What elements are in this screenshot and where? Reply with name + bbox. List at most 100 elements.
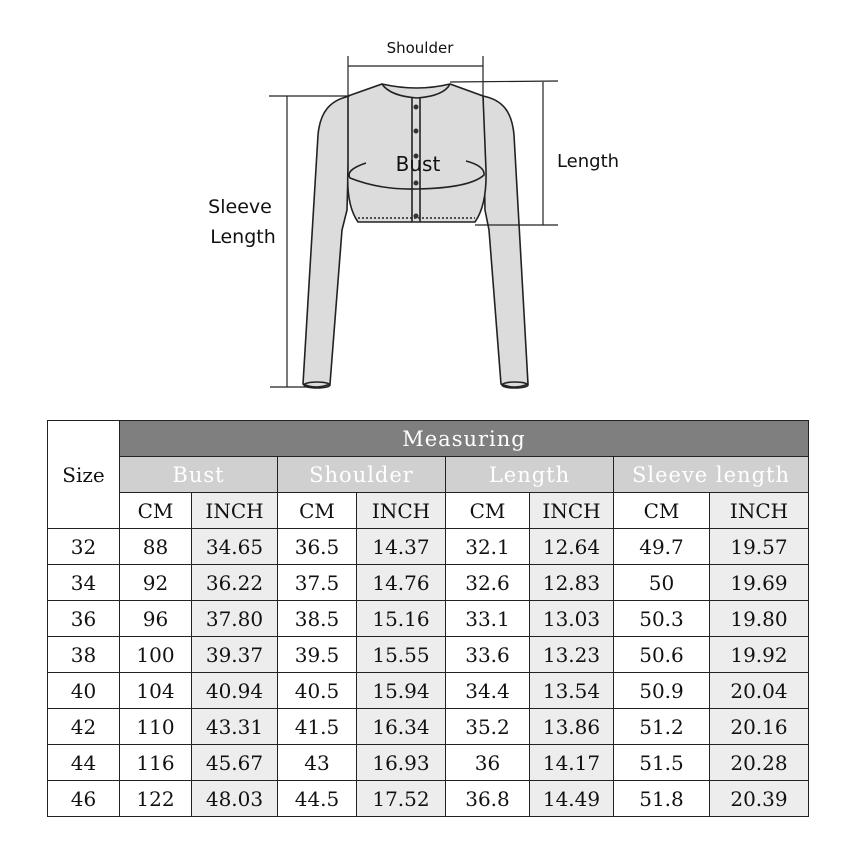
measurement-cell: 34.65 — [191, 528, 278, 565]
measurement-cell: 19.80 — [709, 600, 809, 637]
measurement-cell: 13.54 — [529, 672, 614, 709]
table-row: 32 88 34.65 36.5 14.37 32.1 12.64 49.7 19.57 — [47, 528, 809, 565]
measurement-cell: 40.5 — [277, 672, 357, 709]
title-row: Size Measuring — [47, 420, 809, 529]
measurement-cell: 32.6 — [445, 564, 530, 601]
size-cell: 38 — [47, 636, 120, 673]
measurement-cell: 16.93 — [356, 744, 446, 781]
measurement-cell: 45.67 — [191, 744, 278, 781]
measurement-cell: 33.1 — [445, 600, 530, 637]
unit-header: INCH — [356, 492, 446, 529]
buttons — [413, 104, 419, 219]
measurement-cell: 14.17 — [529, 744, 614, 781]
table-row: 34 92 36.22 37.5 14.76 32.6 12.83 50 19.69 — [47, 564, 809, 601]
unit-header: INCH — [709, 492, 809, 529]
measurement-cell: 48.03 — [191, 780, 278, 817]
measurement-cell: 15.55 — [356, 636, 446, 673]
measurement-lines — [269, 56, 559, 388]
bust-label: Bust — [396, 152, 441, 176]
measurement-cell: 20.04 — [709, 672, 809, 709]
measurement-cell: 100 — [119, 636, 192, 673]
measurement-cell: 39.37 — [191, 636, 278, 673]
bust-ellipse — [348, 160, 485, 190]
group-header-sleeve-length: Sleeve length — [613, 456, 809, 493]
measurement-cell: 20.16 — [709, 708, 809, 745]
unit-header: INCH — [529, 492, 614, 529]
measurement-cell: 19.92 — [709, 636, 809, 673]
measurement-cell: 92 — [119, 564, 192, 601]
measurement-cell: 15.16 — [356, 600, 446, 637]
button — [413, 180, 419, 186]
measurement-cell: 35.2 — [445, 708, 530, 745]
measurement-cell: 13.03 — [529, 600, 614, 637]
measurement-cell: 17.52 — [356, 780, 446, 817]
unit-header: CM — [277, 492, 357, 529]
measurement-cell: 38.5 — [277, 600, 357, 637]
sleeve-length-label-line2: Length — [210, 226, 276, 248]
measurement-cell: 12.64 — [529, 528, 614, 565]
unit-header: CM — [119, 492, 192, 529]
measurement-cell: 36.5 — [277, 528, 357, 565]
measurement-cell: 50.6 — [613, 636, 710, 673]
group-header-bust: Bust — [119, 456, 278, 493]
unit-header: CM — [445, 492, 530, 529]
size-cell: 42 — [47, 708, 120, 745]
measurement-cell: 34.4 — [445, 672, 530, 709]
group-header-row: Bust Shoulder Length Sleeve length — [48, 456, 809, 493]
measurement-cell: 14.37 — [356, 528, 446, 565]
measurement-cell: 44.5 — [277, 780, 357, 817]
measurement-cell: 15.94 — [356, 672, 446, 709]
unit-header-row: CM INCH CM INCH CM INCH CM INCH — [48, 492, 809, 529]
right-sleeve — [482, 95, 529, 388]
table-row: 42 110 43.31 41.5 16.34 35.2 13.86 51.2 20.16 — [47, 708, 809, 745]
table-row: 36 96 37.80 38.5 15.16 33.1 13.03 50.3 19.80 — [47, 600, 809, 637]
button — [413, 128, 419, 134]
measurement-cell: 50.9 — [613, 672, 710, 709]
measurement-cell: 51.2 — [613, 708, 710, 745]
measurement-cell: 50.3 — [613, 600, 710, 637]
unit-header: INCH — [191, 492, 278, 529]
sleeve-length-label-line1: Sleeve — [208, 196, 272, 218]
table-row: 44 116 45.67 43 16.93 36 14.17 51.5 20.28 — [47, 744, 809, 781]
size-cell: 34 — [47, 564, 120, 601]
table-row: 46 122 48.03 44.5 17.52 36.8 14.49 51.8 20.39 — [47, 780, 809, 817]
measurement-cell: 36.8 — [445, 780, 530, 817]
measurement-cell: 20.28 — [709, 744, 809, 781]
measurement-cell: 40.94 — [191, 672, 278, 709]
measurement-cell: 19.69 — [709, 564, 809, 601]
table-title: Measuring — [119, 420, 809, 457]
measurement-cell: 14.49 — [529, 780, 614, 817]
group-header-length: Length — [445, 456, 614, 493]
measurement-cell: 13.86 — [529, 708, 614, 745]
measurement-cell: 19.57 — [709, 528, 809, 565]
measurement-cell: 36 — [445, 744, 530, 781]
measurement-cell: 51.5 — [613, 744, 710, 781]
measurement-cell: 51.8 — [613, 780, 710, 817]
left-cuff — [303, 381, 331, 389]
collar — [381, 83, 451, 99]
measurement-cell: 14.76 — [356, 564, 446, 601]
size-cell: 36 — [47, 600, 120, 637]
size-cell: 44 — [47, 744, 120, 781]
measurement-cell: 122 — [119, 780, 192, 817]
size-cell: 32 — [47, 528, 120, 565]
button — [413, 213, 419, 219]
measurement-cell: 32.1 — [445, 528, 530, 565]
measurement-cell: 43 — [277, 744, 357, 781]
measurement-cell: 39.5 — [277, 636, 357, 673]
left-sleeve — [302, 95, 351, 388]
measurement-cell: 20.39 — [709, 780, 809, 817]
measurement-cell: 116 — [119, 744, 192, 781]
right-cuff — [501, 381, 529, 389]
shoulder-label: Shoulder — [387, 39, 455, 57]
table-row: 40 104 40.94 40.5 15.94 34.4 13.54 50.9 20.04 — [47, 672, 809, 709]
measurement-cell: 41.5 — [277, 708, 357, 745]
table-row: 38 100 39.37 39.5 15.55 33.6 13.23 50.6 19.92 — [47, 636, 809, 673]
measurement-cell: 104 — [119, 672, 192, 709]
measurement-cell: 110 — [119, 708, 192, 745]
measurement-cell: 43.31 — [191, 708, 278, 745]
size-chart-table: Size Measuring Bust Shoulder Length Slee… — [47, 420, 809, 817]
size-cell: 40 — [47, 672, 120, 709]
measurement-cell: 49.7 — [613, 528, 710, 565]
measurement-cell: 12.83 — [529, 564, 614, 601]
